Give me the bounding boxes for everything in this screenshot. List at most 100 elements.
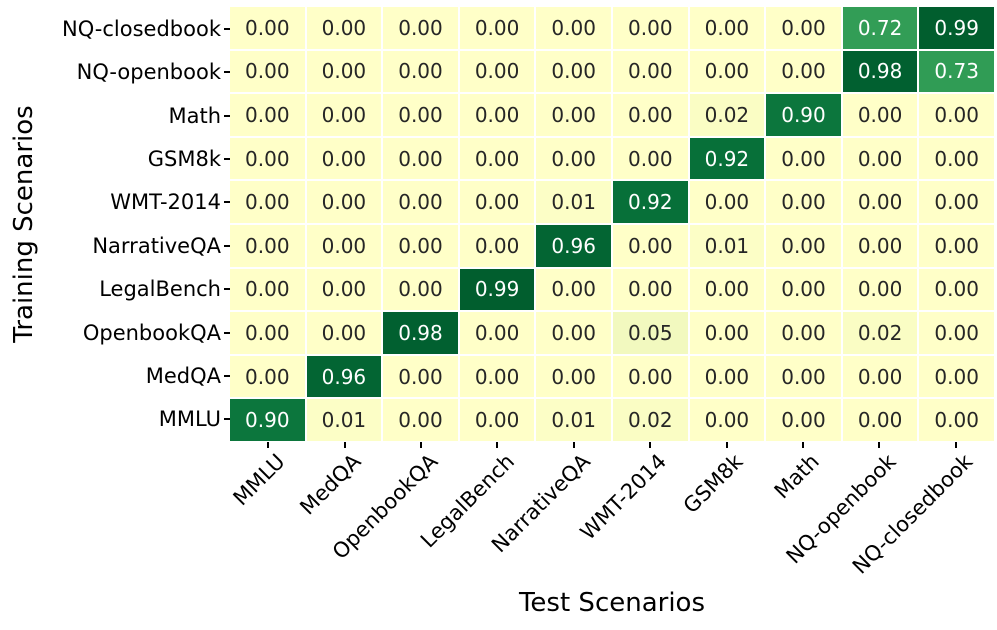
heatmap-cell: 0.00 <box>689 312 765 354</box>
heatmap-cell: 0.00 <box>612 94 688 136</box>
heatmap-cell: 0.00 <box>306 312 382 354</box>
heatmap-cell: 0.00 <box>689 399 765 441</box>
heatmap-cell: 0.00 <box>842 224 918 267</box>
heatmap-cell: 0.00 <box>612 224 688 267</box>
heatmap-cell: 0.00 <box>306 7 382 49</box>
heatmap-cell: 0.98 <box>842 50 918 93</box>
x-axis-tick <box>649 442 652 448</box>
x-axis-tick <box>725 442 728 448</box>
heatmap-cell: 0.00 <box>766 355 841 398</box>
y-tick-label: Math <box>168 103 221 128</box>
y-tick-label: MedQA <box>145 363 221 388</box>
heatmap-cell: 0.90 <box>766 94 841 136</box>
heatmap-cell: 0.00 <box>842 355 918 398</box>
heatmap-cell: 0.99 <box>919 7 994 49</box>
y-tick-label: NQ-openbook <box>76 60 221 85</box>
y-axis-tick <box>224 157 230 160</box>
heatmap-cell: 0.00 <box>612 50 688 93</box>
heatmap-cell: 0.00 <box>919 137 994 180</box>
y-axis-tick <box>224 244 230 247</box>
heatmap-cell: 0.00 <box>766 7 841 49</box>
y-tick-label: WMT-2014 <box>110 190 221 215</box>
x-tick-label: GSM8k <box>679 449 748 519</box>
x-tick-label: Math <box>770 449 825 504</box>
heatmap-cell: 0.00 <box>842 94 918 136</box>
heatmap-cell: 0.00 <box>919 224 994 267</box>
heatmap-cell: 0.02 <box>689 94 765 136</box>
heatmap-cell: 0.00 <box>459 355 535 398</box>
heatmap-cell: 0.00 <box>842 399 918 441</box>
heatmap-cell: 0.00 <box>689 181 765 223</box>
x-axis-tick <box>267 442 270 448</box>
heatmap-cell: 0.00 <box>536 137 611 180</box>
heatmap-cell: 0.00 <box>383 94 458 136</box>
y-axis-tick <box>224 201 230 204</box>
x-axis-tick <box>878 442 881 448</box>
heatmap-cell: 0.00 <box>230 355 305 398</box>
heatmap-cell: 0.00 <box>919 268 994 311</box>
heatmap-cell: 0.00 <box>536 355 611 398</box>
heatmap-cell: 0.05 <box>612 312 688 354</box>
y-tick-label: NarrativeQA <box>92 233 221 258</box>
heatmap-cell: 0.00 <box>842 137 918 180</box>
heatmap-cell: 0.00 <box>919 399 994 441</box>
heatmap-cell: 0.00 <box>536 7 611 49</box>
heatmap-cell: 0.00 <box>383 137 458 180</box>
x-axis-tick <box>496 442 499 448</box>
x-axis-tick <box>420 442 422 448</box>
heatmap-cell: 0.73 <box>919 50 994 93</box>
x-axis-title: Test Scenarios <box>518 588 706 618</box>
y-axis-tick <box>224 71 230 74</box>
heatmap-cell: 0.00 <box>689 7 765 49</box>
heatmap-cell: 0.02 <box>842 312 918 354</box>
heatmap-cell: 0.00 <box>536 94 611 136</box>
y-axis-tick <box>224 418 230 421</box>
heatmap-cell: 0.00 <box>306 137 382 180</box>
heatmap-cell: 0.00 <box>230 181 305 223</box>
heatmap-cell: 0.00 <box>306 181 382 223</box>
heatmap-cell: 0.00 <box>459 224 535 267</box>
x-axis-tick <box>954 442 957 448</box>
heatmap-cell: 0.92 <box>689 137 765 180</box>
heatmap-cell: 0.00 <box>536 50 611 93</box>
y-tick-label: NQ-closedbook <box>61 16 221 41</box>
heatmap-cell: 0.00 <box>689 50 765 93</box>
heatmap-cell: 0.92 <box>612 181 688 223</box>
heatmap-cell: 0.00 <box>766 50 841 93</box>
heatmap-cell: 0.00 <box>766 137 841 180</box>
y-axis-tick <box>224 374 230 377</box>
heatmap-cell: 0.00 <box>230 7 305 49</box>
heatmap-cell: 0.00 <box>383 224 458 267</box>
heatmap-cell: 0.00 <box>689 355 765 398</box>
heatmap-cell: 0.00 <box>230 224 305 267</box>
x-axis-tick <box>572 442 575 448</box>
heatmap-cell: 0.00 <box>383 268 458 311</box>
y-axis-title: Training Scenarios <box>9 105 39 343</box>
heatmap-cell: 0.00 <box>383 181 458 223</box>
x-tick-label: MMLU <box>228 449 290 511</box>
y-tick-label: GSM8k <box>147 146 221 171</box>
heatmap-cell: 0.00 <box>230 50 305 93</box>
heatmap-cell: 0.90 <box>230 399 305 441</box>
y-axis-tick <box>224 288 230 291</box>
heatmap-cell: 0.00 <box>536 312 611 354</box>
heatmap-cell: 0.00 <box>230 137 305 180</box>
heatmap-cell: 0.00 <box>230 94 305 136</box>
heatmap-cell: 0.01 <box>536 181 611 223</box>
y-tick-label: LegalBench <box>99 277 221 302</box>
heatmap-cell: 0.96 <box>306 355 382 398</box>
heatmap-cell: 0.00 <box>459 181 535 223</box>
y-axis-tick <box>224 114 230 117</box>
heatmap-cell: 0.01 <box>689 224 765 267</box>
heatmap-cell: 0.99 <box>459 268 535 311</box>
heatmap-cell: 0.00 <box>306 94 382 136</box>
heatmap-cell: 0.00 <box>230 312 305 354</box>
heatmap-cell: 0.00 <box>383 7 458 49</box>
y-tick-label: OpenbookQA <box>82 320 221 345</box>
heatmap-cell: 0.00 <box>306 50 382 93</box>
heatmap-cell: 0.00 <box>766 268 841 311</box>
heatmap-cell: 0.00 <box>766 181 841 223</box>
heatmap-cell: 0.00 <box>612 268 688 311</box>
heatmap-cell: 0.00 <box>383 399 458 441</box>
